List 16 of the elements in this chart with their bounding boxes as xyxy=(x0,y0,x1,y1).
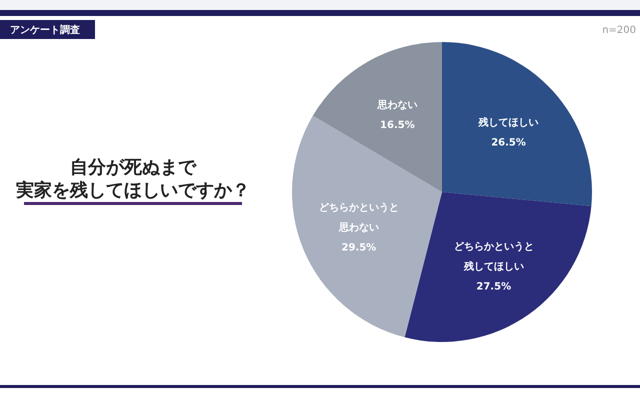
pie-slice xyxy=(442,42,592,206)
tag: アンケート調査 xyxy=(0,20,95,39)
slice-label: どちらかというと思わない xyxy=(318,202,399,234)
text: 実家を残してほしいですか？ xyxy=(15,180,250,201)
slice-label: どちらかというと残してほしい xyxy=(454,242,534,273)
data-label: 27.5% xyxy=(476,282,512,293)
slice-label: 残してほしい xyxy=(478,116,539,128)
data-label: 16.5% xyxy=(380,120,415,131)
pie-slice xyxy=(292,116,442,338)
text: 自分が死ぬまで xyxy=(70,157,197,178)
slice-label: 思わない xyxy=(376,98,418,111)
text: n=200 xyxy=(602,25,636,36)
data-label: 29.5% xyxy=(342,242,376,254)
data-label: 26.5% xyxy=(491,137,526,148)
pie-slice xyxy=(312,42,442,192)
pie-slice xyxy=(404,192,592,342)
